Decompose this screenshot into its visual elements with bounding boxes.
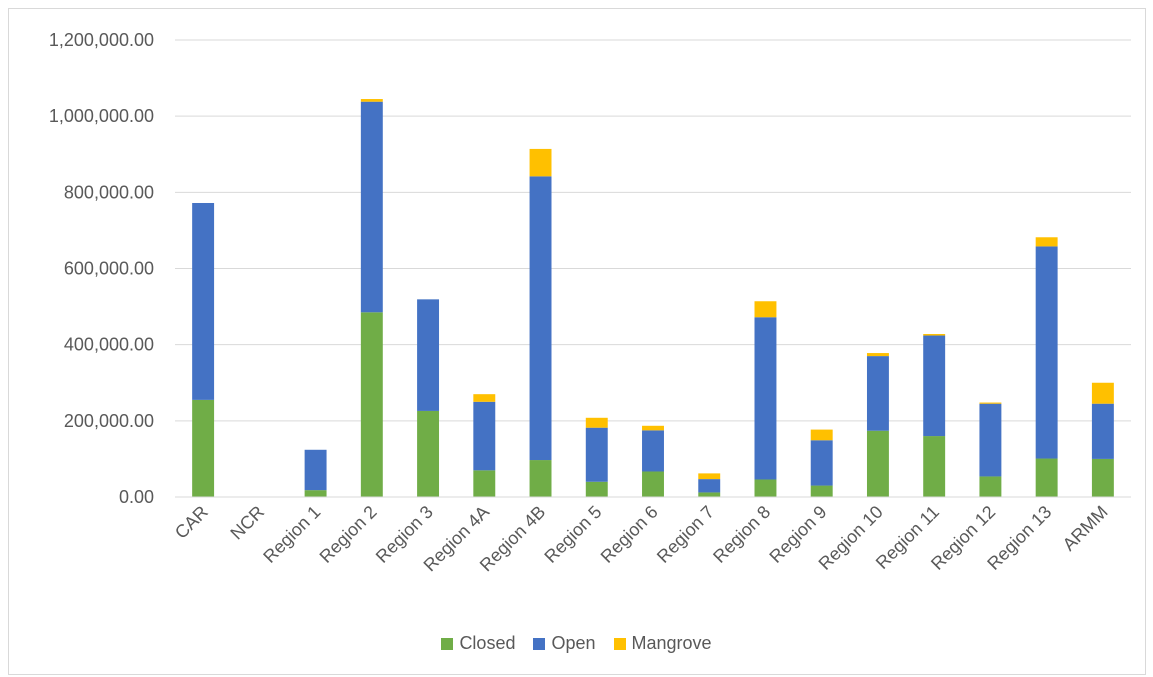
bar-segment-closed [192,399,215,497]
bar-segment-open [1091,403,1114,459]
bar-segment-open [585,427,608,482]
legend: Closed Open Mangrove [0,633,1153,654]
bar-segment-closed [866,430,889,497]
bar-segment-closed [979,476,1002,497]
y-tick-label: 0.00 [119,487,154,507]
bar-segment-mangrove [754,301,777,318]
x-tick-label: Region 1 [259,502,324,567]
x-tick-label: Region 2 [316,502,381,567]
bar-segment-mangrove [1091,382,1114,404]
bar-segment-closed [698,492,721,497]
x-tick-label: ARMM [1059,502,1112,555]
x-tick-label: Region 8 [709,502,774,567]
bar-segment-open [417,299,440,411]
bar-segment-closed [923,436,946,497]
bar-segment-closed [304,490,327,497]
bars [192,99,1114,497]
bar-segment-open [1035,246,1058,459]
legend-item-open: Open [533,633,596,654]
bar-segment-mangrove [360,99,383,102]
x-tick-label: Region 5 [540,502,605,567]
y-axis-tick-labels: 0.00 200,000.00 400,000.00 600,000.00 800,00… [49,30,154,507]
gridlines [175,39,1131,422]
bar-segment-mangrove [810,429,833,441]
bar-segment-open [529,176,552,461]
bar-segment-open [866,356,889,431]
bar-segment-mangrove [585,417,608,428]
bar-segment-closed [1035,458,1058,497]
bar-segment-open [979,403,1002,477]
bar-segment-closed [585,481,608,497]
x-tick-label: NCR [226,502,268,544]
bar-segment-closed [473,470,496,497]
x-tick-label: Region 6 [597,502,662,567]
bar-segment-mangrove [473,394,496,402]
bar-segment-mangrove [698,473,721,480]
bar-segment-open [923,335,946,437]
bar-segment-mangrove [866,353,889,357]
legend-item-mangrove: Mangrove [613,633,712,654]
bar-segment-open [642,430,664,472]
bar-segment-closed [529,460,552,497]
legend-swatch-closed [441,637,454,650]
bar-segment-open [192,202,215,400]
y-tick-label: 1,000,000.00 [49,106,154,126]
legend-label-open: Open [551,633,596,653]
bar-segment-closed [1091,458,1114,497]
bar-segment-open [360,101,383,313]
bar-segment-closed [417,410,440,497]
bar-segment-mangrove [923,334,946,336]
bar-segment-mangrove [529,148,552,177]
legend-label-mangrove: Mangrove [631,633,712,653]
legend-label-closed: Closed [459,633,516,653]
y-tick-label: 800,000.00 [64,182,154,202]
legend-swatch-open [533,637,546,650]
bar-segment-closed [754,479,777,497]
bar-segment-closed [642,471,664,497]
bar-segment-open [473,401,496,471]
x-tick-label: CAR [171,502,212,543]
bar-segment-open [304,449,327,491]
bar-segment-mangrove [979,402,1002,404]
legend-swatch-mangrove [613,637,626,650]
legend-item-closed: Closed [441,633,515,654]
bar-segment-open [754,317,777,480]
y-tick-label: 600,000.00 [64,259,154,279]
bar-segment-open [698,479,721,493]
bar-segment-open [810,440,833,486]
bar-segment-closed [810,485,833,497]
x-tick-label: Region 7 [653,502,718,567]
bar-segment-mangrove [642,425,664,431]
bar-segment-closed [360,312,383,497]
y-tick-label: 400,000.00 [64,335,154,355]
y-tick-label: 200,000.00 [64,411,154,431]
bar-segment-mangrove [1035,237,1058,247]
y-tick-label: 1,200,000.00 [49,30,154,50]
